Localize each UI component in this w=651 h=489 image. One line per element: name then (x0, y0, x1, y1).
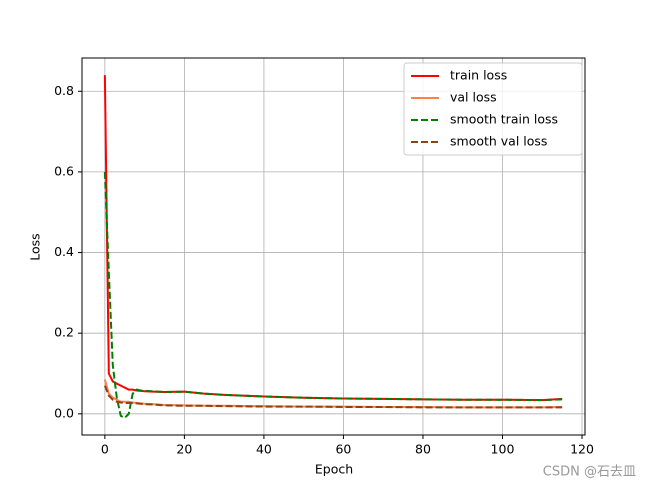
y-tick-label: 0.2 (54, 325, 74, 340)
y-tick-label: 0.6 (54, 163, 74, 178)
legend-label: val loss (450, 90, 497, 105)
series-line (103, 75, 563, 402)
y-tick-label: 0.4 (54, 244, 74, 259)
legend-label: smooth val loss (450, 134, 547, 149)
legend-box (403, 62, 583, 156)
x-tick-label: 100 (491, 442, 515, 457)
y-tick-label: 0.8 (54, 83, 74, 98)
axes-frame (81, 57, 586, 436)
x-tick-label: 40 (256, 442, 272, 457)
series-line (103, 385, 563, 409)
x-tick-label: 60 (335, 442, 351, 457)
y-axis-label: Loss (28, 233, 43, 260)
x-axis-label: Epoch (315, 462, 353, 477)
x-tick-label: 120 (570, 442, 594, 457)
x-tick-label: 0 (101, 442, 109, 457)
y-tick-label: 0.0 (54, 405, 74, 420)
series-line (103, 171, 563, 420)
x-tick-label: 80 (415, 442, 431, 457)
x-tick-label: 20 (176, 442, 192, 457)
watermark: CSDN @石去皿 (543, 465, 636, 480)
legend-label: smooth train loss (450, 112, 558, 127)
legend-label: train loss (450, 68, 507, 83)
